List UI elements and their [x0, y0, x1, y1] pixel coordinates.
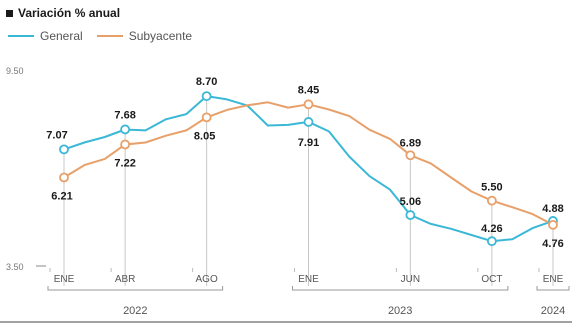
chart-legend: General Subyacente — [8, 29, 192, 43]
chart-title: Variación % anual — [18, 6, 121, 20]
year-bracket — [47, 286, 224, 291]
year-bracket — [292, 286, 509, 291]
data-point-marker — [201, 112, 212, 123]
x-tick-label: ENE — [54, 274, 75, 285]
data-label: 5.50 — [481, 182, 502, 194]
year-label: 2023 — [388, 305, 412, 317]
data-point-marker — [486, 236, 497, 247]
legend-label-general: General — [40, 29, 83, 43]
data-label: 4.26 — [481, 223, 502, 235]
data-point-marker — [405, 210, 416, 220]
data-point-marker — [201, 91, 212, 102]
data-label: 7.68 — [114, 109, 135, 121]
data-label: 7.22 — [114, 157, 135, 169]
data-label: 7.91 — [298, 137, 319, 149]
data-label: 6.21 — [51, 190, 72, 202]
title-bullet-icon — [6, 9, 13, 17]
data-point-marker — [120, 139, 131, 150]
data-point-marker — [486, 195, 497, 206]
data-label: 7.07 — [46, 129, 67, 141]
legend-item-general: General — [8, 29, 83, 43]
data-label: 8.05 — [194, 130, 215, 142]
x-tick-label: JUN — [401, 274, 420, 285]
data-label: 5.06 — [400, 196, 421, 208]
data-label: 4.76 — [542, 238, 563, 250]
data-point-marker — [303, 117, 314, 127]
legend-label-subyacente: Subyacente — [128, 29, 193, 43]
legend-item-subyacente: Subyacente — [96, 29, 193, 43]
data-label: 8.45 — [298, 84, 319, 96]
x-tick-label: ENE — [298, 274, 319, 285]
data-point-marker — [59, 144, 69, 155]
x-tick-label: OCT — [481, 274, 502, 285]
legend-swatch-general — [8, 35, 34, 37]
data-point-marker — [405, 150, 416, 161]
x-tick-label: ABR — [115, 274, 136, 285]
year-bracket — [536, 286, 570, 291]
year-label: 2024 — [541, 305, 565, 317]
y-tick-label: 3.50 — [6, 262, 24, 272]
data-point-marker — [120, 124, 131, 135]
data-label: 6.89 — [400, 137, 421, 149]
year-label: 2022 — [123, 305, 147, 317]
y-tick-label: 9.50 — [6, 66, 24, 76]
data-point-marker — [59, 172, 69, 183]
chart-title-row: Variación % anual — [6, 6, 120, 20]
x-tick-label: ENE — [543, 274, 564, 285]
x-tick-label: AGO — [196, 274, 218, 285]
data-label: 8.70 — [196, 76, 217, 88]
data-label: 4.88 — [542, 203, 563, 215]
legend-swatch-subyacente — [96, 35, 123, 37]
data-point-marker — [303, 99, 314, 110]
data-point-marker — [548, 219, 558, 230]
